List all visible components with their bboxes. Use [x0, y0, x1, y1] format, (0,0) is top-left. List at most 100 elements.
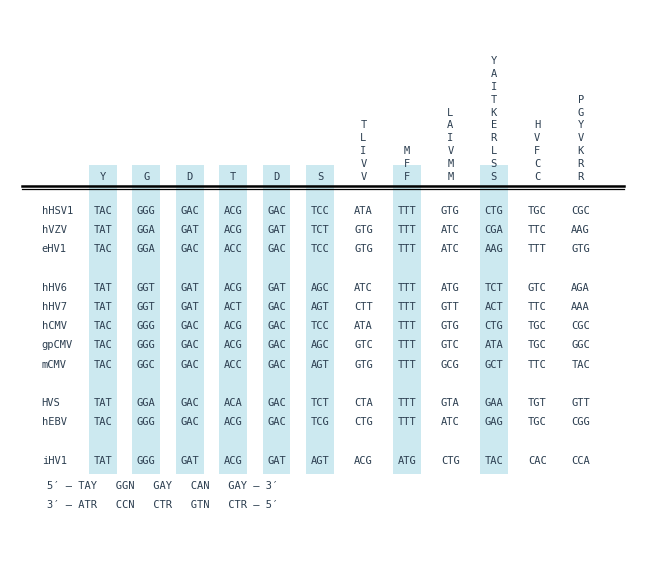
Text: L: L — [447, 108, 453, 118]
Text: AAG: AAG — [571, 225, 590, 235]
Text: V: V — [360, 172, 366, 182]
Text: TAT: TAT — [94, 398, 112, 408]
Text: I: I — [360, 146, 366, 156]
Text: TAC: TAC — [94, 206, 112, 216]
Text: ACG: ACG — [224, 417, 242, 427]
Text: GTG: GTG — [571, 244, 590, 254]
Text: ATC: ATC — [441, 225, 460, 235]
Text: T: T — [230, 172, 236, 182]
Text: GAC: GAC — [267, 417, 286, 427]
Text: TCT: TCT — [311, 398, 329, 408]
Text: GAC: GAC — [267, 321, 286, 331]
Text: GAT: GAT — [180, 283, 199, 293]
Bar — [132, 165, 160, 474]
Text: GGC: GGC — [137, 360, 156, 370]
Text: E: E — [491, 120, 497, 130]
Text: GAT: GAT — [267, 283, 286, 293]
Text: GAC: GAC — [267, 360, 286, 370]
Text: TAC: TAC — [94, 340, 112, 350]
Text: CGC: CGC — [571, 206, 590, 216]
Text: V: V — [360, 159, 366, 169]
Text: ACA: ACA — [224, 398, 242, 408]
Text: GTG: GTG — [354, 360, 373, 370]
Text: GAG: GAG — [484, 417, 503, 427]
Text: F: F — [404, 172, 410, 182]
Text: TCC: TCC — [311, 206, 329, 216]
Text: P: P — [578, 95, 584, 105]
Text: TTT: TTT — [397, 360, 416, 370]
Text: ATA: ATA — [354, 206, 373, 216]
Text: GGG: GGG — [137, 456, 156, 466]
Text: R: R — [578, 159, 584, 169]
Text: ACT: ACT — [484, 302, 503, 312]
Text: TTT: TTT — [397, 398, 416, 408]
Text: GGA: GGA — [137, 225, 156, 235]
Text: M: M — [447, 172, 453, 182]
Text: CGA: CGA — [484, 225, 503, 235]
Text: GAT: GAT — [267, 456, 286, 466]
Text: AAG: AAG — [484, 244, 503, 254]
Text: GGG: GGG — [137, 206, 156, 216]
Text: ACG: ACG — [224, 456, 242, 466]
Text: I: I — [491, 82, 497, 92]
Text: H: H — [534, 120, 540, 130]
Text: ACT: ACT — [224, 302, 242, 312]
Text: HVS: HVS — [42, 398, 61, 408]
Text: TTT: TTT — [397, 417, 416, 427]
Text: K: K — [491, 108, 497, 118]
Text: GAT: GAT — [180, 225, 199, 235]
Text: ATC: ATC — [441, 417, 460, 427]
Text: GTC: GTC — [354, 340, 373, 350]
Text: TTT: TTT — [397, 340, 416, 350]
Text: AGT: AGT — [311, 302, 329, 312]
Text: CTG: CTG — [484, 321, 503, 331]
Text: F: F — [534, 146, 540, 156]
Text: ACG: ACG — [224, 206, 242, 216]
Text: R: R — [491, 133, 497, 143]
Text: TGC: TGC — [528, 321, 547, 331]
Text: GGG: GGG — [137, 340, 156, 350]
Text: AGC: AGC — [311, 283, 329, 293]
Text: GGG: GGG — [137, 321, 156, 331]
Text: V: V — [534, 133, 540, 143]
Text: TTT: TTT — [397, 321, 416, 331]
Text: T: T — [360, 120, 366, 130]
Bar — [89, 165, 117, 474]
Text: TCT: TCT — [484, 283, 503, 293]
Text: TAT: TAT — [94, 225, 112, 235]
Text: L: L — [360, 133, 366, 143]
Text: C: C — [534, 172, 540, 182]
Text: ATG: ATG — [397, 456, 416, 466]
Text: S: S — [491, 172, 497, 182]
Text: GAT: GAT — [180, 302, 199, 312]
Text: CTA: CTA — [354, 398, 373, 408]
Text: TCT: TCT — [311, 225, 329, 235]
Text: AGA: AGA — [571, 283, 590, 293]
Text: Y: Y — [578, 120, 584, 130]
Text: GTG: GTG — [441, 206, 460, 216]
Text: ACG: ACG — [224, 340, 242, 350]
Text: ATA: ATA — [354, 321, 373, 331]
Text: TTT: TTT — [397, 206, 416, 216]
Text: A: A — [447, 120, 453, 130]
Text: TGC: TGC — [528, 417, 547, 427]
Text: ACC: ACC — [224, 244, 242, 254]
Text: AGT: AGT — [311, 456, 329, 466]
Text: iHV1: iHV1 — [42, 456, 67, 466]
Bar — [263, 165, 291, 474]
Text: GAC: GAC — [180, 244, 199, 254]
Text: ACG: ACG — [354, 456, 373, 466]
Text: CTG: CTG — [441, 456, 460, 466]
Text: ACC: ACC — [224, 360, 242, 370]
Text: T: T — [491, 95, 497, 105]
Text: CTT: CTT — [354, 302, 373, 312]
Text: GTT: GTT — [441, 302, 460, 312]
Text: TAT: TAT — [94, 456, 112, 466]
Text: GAC: GAC — [267, 244, 286, 254]
Text: GAC: GAC — [180, 321, 199, 331]
Text: GCG: GCG — [441, 360, 460, 370]
Text: TAT: TAT — [94, 283, 112, 293]
Text: GAC: GAC — [180, 340, 199, 350]
Text: G: G — [143, 172, 149, 182]
Text: GAC: GAC — [180, 417, 199, 427]
